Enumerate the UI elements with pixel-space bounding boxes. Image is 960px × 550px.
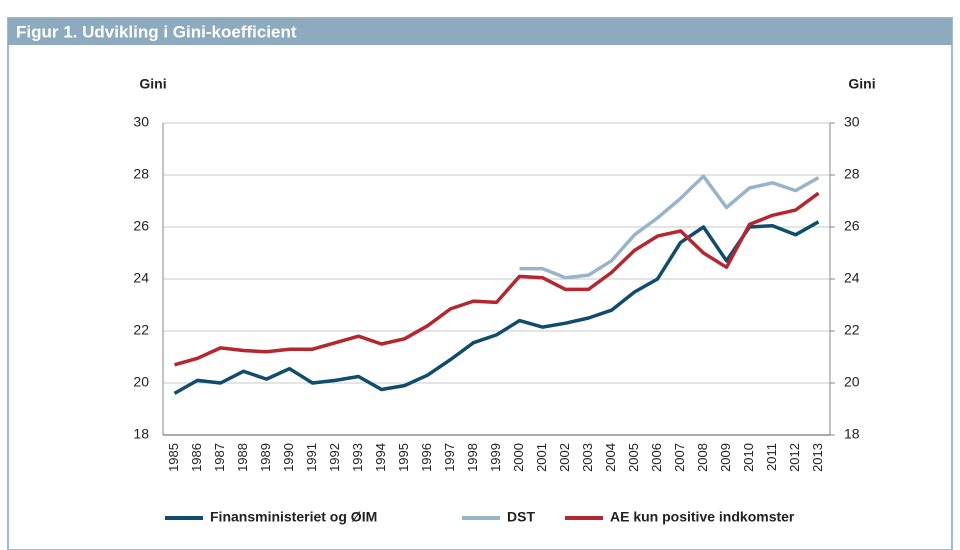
x-tick-label: 2000 [511,443,526,472]
y2-tick-label: 24 [844,270,860,286]
y-tick-label: 22 [133,322,149,338]
x-tick-label: 1991 [304,443,319,472]
x-tick-label: 1993 [350,443,365,472]
x-tick-label: 2013 [810,443,825,472]
legend-label: AE kun positive indkomster [610,509,795,525]
series-line [173,220,820,395]
x-tick-label: 2002 [557,443,572,472]
y2-tick-label: 26 [844,218,860,234]
x-tick-label: 2005 [626,443,641,472]
x-tick-label: 1995 [396,443,411,472]
x-tick-label: 1994 [373,443,388,472]
y2-tick-label: 30 [844,114,860,130]
x-tick-label: 2001 [534,443,549,472]
x-tick-label: 1998 [465,443,480,472]
y-tick-label: 26 [133,218,149,234]
series-line [519,174,820,280]
chart-title: Figur 1. Udvikling i Gini-koefficient [16,22,297,41]
y-tick-label: 24 [133,270,149,286]
x-tick-label: 2004 [603,443,618,472]
x-tick-label: 1997 [442,443,457,472]
x-tick-label: 1989 [258,443,273,472]
x-tick-label: 2009 [718,443,733,472]
x-tick-label: 2012 [787,443,802,472]
y-tick-label: 20 [133,374,149,390]
x-tick-label: 1988 [235,443,250,472]
y-tick-label: 30 [133,114,149,130]
x-tick-label: 2003 [580,443,595,472]
header-bar [8,18,952,45]
legend-label: Finansministeriet og ØIM [210,509,377,525]
x-tick-label: 1990 [281,443,296,472]
x-tick-label: 2010 [741,443,756,472]
x-tick-label: 2007 [672,443,687,472]
y2-tick-label: 18 [844,426,860,442]
x-tick-label: 2011 [764,443,779,471]
y-tick-label: 18 [133,426,149,442]
series-line [174,191,820,367]
y-tick-label: 28 [133,166,149,182]
y2-axis-label: Gini [848,76,875,92]
y2-tick-label: 28 [844,166,860,182]
x-tick-label: 1996 [419,443,434,472]
x-tick-label: 1987 [212,443,227,472]
x-tick-label: 1992 [327,443,342,472]
legend-label: DST [507,509,535,525]
x-tick-label: 2006 [649,443,664,472]
x-tick-label: 1999 [488,443,503,472]
x-tick-label: 2008 [695,443,710,472]
x-tick-label: 1986 [189,443,204,472]
y2-tick-label: 20 [844,374,860,390]
y2-tick-label: 22 [844,322,860,338]
y-axis-label: Gini [139,76,166,92]
x-tick-label: 1985 [166,443,181,472]
